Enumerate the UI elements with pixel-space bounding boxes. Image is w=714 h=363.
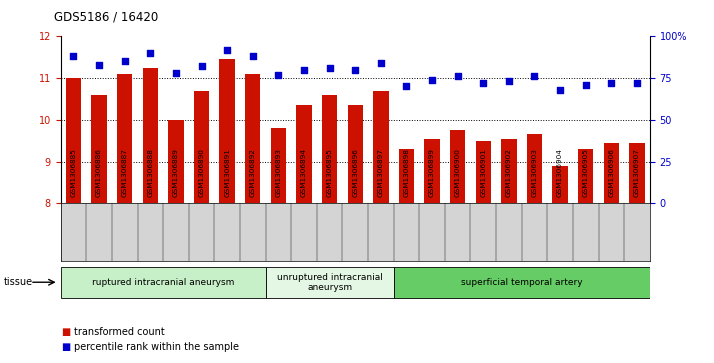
Point (221, 47, 233, 53)
Bar (603, 143, 619, 203)
Point (605, 80, 617, 86)
Bar (578, 149, 593, 203)
Point (349, 67, 361, 73)
Text: ■: ■ (61, 342, 70, 352)
Point (247, 53, 258, 59)
Point (170, 70, 181, 76)
Point (119, 58, 131, 64)
Text: GDS5186 / 16420: GDS5186 / 16420 (54, 11, 158, 24)
Point (401, 83, 412, 89)
Point (529, 73, 540, 79)
Text: ■: ■ (61, 327, 70, 337)
Bar (553, 166, 568, 203)
FancyBboxPatch shape (61, 267, 266, 298)
Bar (527, 134, 542, 203)
Text: percentile rank within the sample: percentile rank within the sample (74, 342, 238, 352)
Text: superficial temporal artery: superficial temporal artery (461, 278, 583, 287)
Bar (219, 59, 235, 203)
Text: unruptured intracranial
aneurysm: unruptured intracranial aneurysm (276, 273, 383, 292)
Bar (629, 143, 645, 203)
Text: tissue: tissue (4, 277, 33, 287)
Point (426, 77, 438, 83)
Bar (194, 91, 209, 203)
Bar (501, 139, 516, 203)
Point (375, 60, 386, 66)
Text: ruptured intracranial aneurysm: ruptured intracranial aneurysm (92, 278, 234, 287)
Bar (169, 120, 183, 203)
Point (68, 53, 79, 59)
Bar (322, 95, 337, 203)
Bar (66, 78, 81, 203)
FancyBboxPatch shape (393, 267, 650, 298)
Point (324, 65, 336, 71)
Bar (143, 68, 158, 203)
FancyBboxPatch shape (266, 267, 393, 298)
Point (631, 80, 643, 86)
Point (503, 78, 515, 84)
Bar (398, 149, 414, 203)
Bar (117, 74, 132, 203)
Point (554, 87, 565, 93)
Point (478, 80, 489, 86)
Point (196, 64, 207, 69)
Bar (91, 95, 107, 203)
Point (580, 82, 591, 87)
Point (273, 72, 284, 78)
Point (298, 67, 310, 73)
Bar (373, 91, 388, 203)
Bar (450, 130, 466, 203)
Point (452, 73, 463, 79)
Point (94, 62, 105, 68)
Bar (245, 74, 261, 203)
Bar (476, 141, 491, 203)
Bar (424, 139, 440, 203)
Text: transformed count: transformed count (74, 327, 164, 337)
Point (145, 50, 156, 56)
Bar (348, 105, 363, 203)
Bar (296, 105, 312, 203)
Bar (271, 128, 286, 203)
